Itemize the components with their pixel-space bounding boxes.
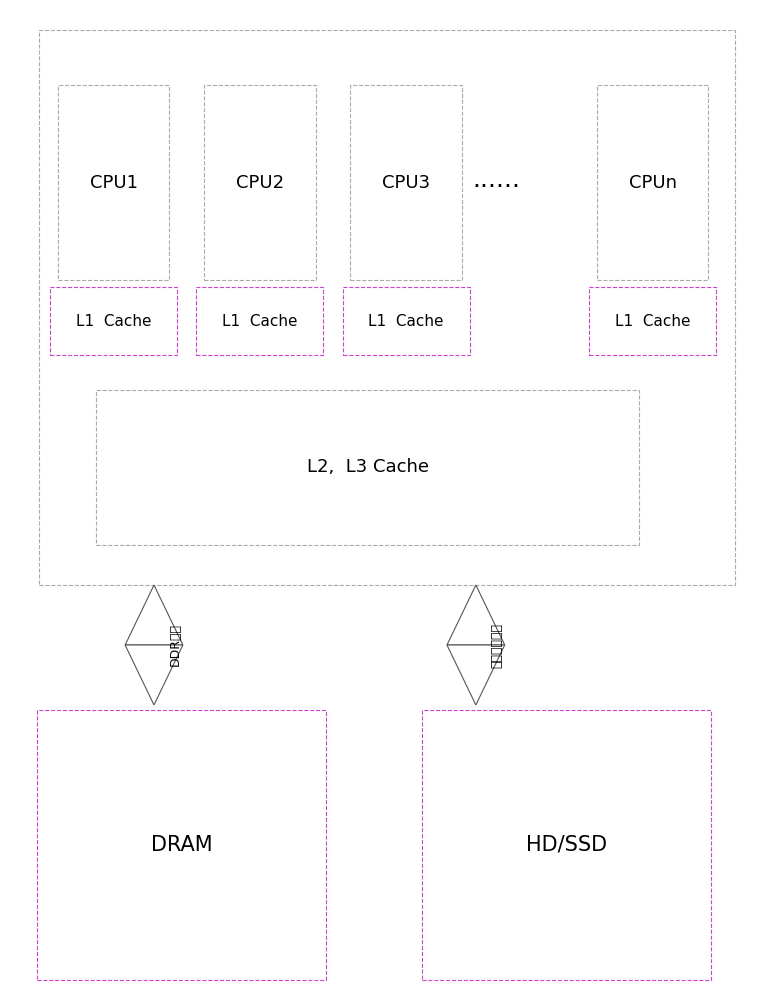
Text: CPU3: CPU3 [382, 174, 430, 192]
Text: HD/SSD: HD/SSD [526, 835, 607, 855]
Text: CPUn: CPUn [628, 174, 677, 192]
Bar [204, 85, 316, 280]
Polygon shape [447, 645, 505, 705]
Bar [350, 85, 462, 280]
Bar [343, 287, 470, 355]
Polygon shape [447, 585, 505, 645]
Text: L1  Cache: L1 Cache [222, 314, 298, 328]
Bar [422, 710, 711, 980]
Text: CPU2: CPU2 [236, 174, 284, 192]
Text: L1  Cache: L1 Cache [614, 314, 691, 328]
Bar [196, 287, 323, 355]
Text: L1  Cache: L1 Cache [368, 314, 444, 328]
Bar [58, 85, 169, 280]
Bar [589, 287, 716, 355]
Bar [50, 287, 177, 355]
Text: L1  Cache: L1 Cache [75, 314, 152, 328]
Text: L2,  L3 Cache: L2, L3 Cache [306, 458, 429, 477]
Bar [37, 710, 326, 980]
Bar [38, 30, 735, 585]
Bar [597, 85, 708, 280]
Text: DRAM: DRAM [150, 835, 213, 855]
Text: DDR接口: DDR接口 [169, 624, 182, 666]
Text: CPU1: CPU1 [89, 174, 138, 192]
Text: ......: ...... [473, 168, 521, 192]
Bar [96, 390, 639, 545]
Text: 外围设备接口: 外围设备接口 [490, 622, 504, 668]
Polygon shape [125, 585, 183, 645]
Polygon shape [125, 645, 183, 705]
